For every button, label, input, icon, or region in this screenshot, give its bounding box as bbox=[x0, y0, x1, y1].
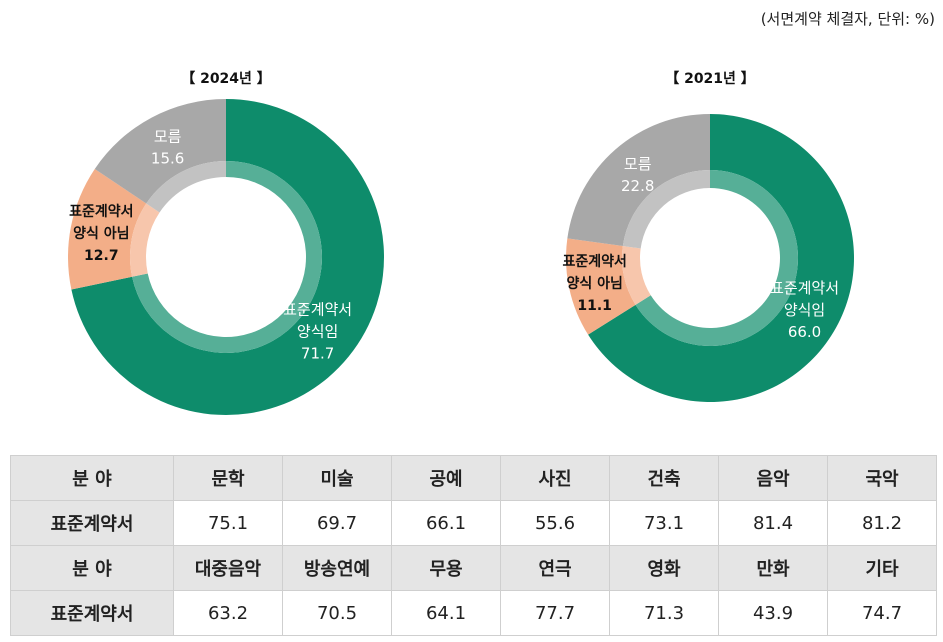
slice-outer-0 bbox=[588, 114, 854, 402]
row-header-cell: 표준계약서 bbox=[10, 500, 174, 546]
table-cell: 69.7 bbox=[282, 500, 392, 546]
table-cell: 71.3 bbox=[609, 590, 719, 636]
slice-value: 15.6 bbox=[151, 150, 184, 168]
standard-contract-table: 분 야 문학 미술 공예 사진 건축 음악 국악 표준계약서 75.1 69.7 66.1 55.6 73… bbox=[10, 455, 937, 636]
slice-value: 71.7 bbox=[301, 344, 334, 362]
table-cell: 만화 bbox=[718, 545, 828, 591]
slice-outer-2 bbox=[567, 114, 710, 246]
slice-value: 11.1 bbox=[577, 298, 612, 314]
table-cell: 73.1 bbox=[609, 500, 719, 546]
row-header-cell: 표준계약서 bbox=[10, 590, 174, 636]
slice-inner-1 bbox=[622, 245, 651, 305]
table-cell: 대중음악 bbox=[173, 545, 283, 591]
table-cell: 43.9 bbox=[718, 590, 828, 636]
slice-value: 12.7 bbox=[84, 248, 119, 264]
slice-label-2: 모름 22.8 bbox=[621, 155, 654, 195]
slice-outer-1 bbox=[67, 169, 147, 290]
table-cell: 81.2 bbox=[827, 500, 937, 546]
slice-inner-2 bbox=[622, 170, 710, 249]
table-cell: 국악 bbox=[827, 455, 937, 501]
slice-label-line: 양식 아님 bbox=[566, 275, 622, 292]
table-row: 분 야 문학 미술 공예 사진 건축 음악 국악 bbox=[10, 455, 937, 501]
table-cell: 63.2 bbox=[173, 590, 283, 636]
row-header-cell: 분 야 bbox=[10, 545, 174, 591]
table-row: 표준계약서 63.2 70.5 64.1 77.7 71.3 43.9 74.7 bbox=[10, 590, 937, 636]
slice-label-line: 표준계약서 bbox=[562, 253, 626, 270]
table-cell: 77.7 bbox=[500, 590, 610, 636]
slice-label-line: 양식임 bbox=[784, 301, 825, 319]
table-cell: 81.4 bbox=[718, 500, 828, 546]
unit-note: (서면계약 체결자, 단위: %) bbox=[760, 10, 935, 28]
slice-label-line: 양식 아님 bbox=[73, 225, 129, 242]
chart-title: 【 2021년 】 bbox=[665, 71, 755, 87]
slice-value: 22.8 bbox=[621, 177, 654, 195]
slice-value: 66.0 bbox=[788, 323, 821, 341]
table-cell: 영화 bbox=[609, 545, 719, 591]
chart-title: 【 2024년 】 bbox=[181, 71, 271, 87]
table-cell: 연극 bbox=[500, 545, 610, 591]
slice-label-line: 모름 bbox=[624, 155, 652, 173]
slice-label-line: 양식임 bbox=[297, 322, 338, 340]
slice-outer-2 bbox=[94, 99, 227, 204]
donut-chart-2021: 【 2021년 】 표준계약서 양식임 66.0 표준계약서 양식 아님 11.1 모름 22.… bbox=[530, 60, 910, 420]
slice-outer-1 bbox=[566, 238, 636, 335]
table-cell: 음악 bbox=[718, 455, 828, 501]
table-row: 분 야 대중음악 방송연예 무용 연극 영화 만화 기타 bbox=[10, 545, 937, 591]
table-cell: 55.6 bbox=[500, 500, 610, 546]
slice-label-line: 표준계약서 bbox=[283, 300, 352, 318]
table-cell: 75.1 bbox=[173, 500, 283, 546]
table-cell: 무용 bbox=[391, 545, 501, 591]
table-cell: 70.5 bbox=[282, 590, 392, 636]
slice-label-2: 모름 15.6 bbox=[151, 128, 184, 168]
table-cell: 66.1 bbox=[391, 500, 501, 546]
row-header-cell: 분 야 bbox=[10, 455, 174, 501]
table-row: 표준계약서 75.1 69.7 66.1 55.6 73.1 81.4 81.2 bbox=[10, 500, 937, 546]
table-cell: 미술 bbox=[282, 455, 392, 501]
slice-inner-2 bbox=[146, 161, 226, 213]
table-cell: 건축 bbox=[609, 455, 719, 501]
table-cell: 공예 bbox=[391, 455, 501, 501]
table-cell: 74.7 bbox=[827, 590, 937, 636]
table-cell: 64.1 bbox=[391, 590, 501, 636]
slice-label-line: 모름 bbox=[154, 128, 182, 146]
table-cell: 방송연예 bbox=[282, 545, 392, 591]
table-cell: 문학 bbox=[173, 455, 283, 501]
slice-label-line: 표준계약서 bbox=[69, 203, 133, 220]
table-cell: 사진 bbox=[500, 455, 610, 501]
slice-outer-0 bbox=[71, 99, 384, 415]
table-cell: 기타 bbox=[827, 545, 937, 591]
donut-chart-2024: 【 2024년 】 표준계약서 양식임 71.7 표준계약서 양식 아님 12.7 모름 15.… bbox=[40, 60, 420, 430]
slice-inner-1 bbox=[130, 203, 160, 277]
slice-label-line: 표준계약서 bbox=[770, 279, 839, 297]
